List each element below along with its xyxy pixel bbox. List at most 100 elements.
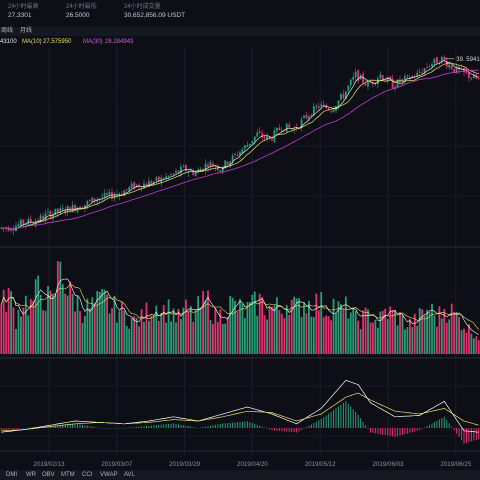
macd-histogram-bar (424, 427, 426, 429)
volume-bar (12, 307, 15, 354)
interval-month-tab[interactable]: 月线 (20, 28, 33, 34)
macd-histogram-bar (451, 426, 453, 428)
candle-body (413, 77, 416, 79)
macd-histogram-bar (241, 421, 243, 428)
candle-body (340, 94, 342, 100)
macd-histogram-bar (143, 426, 145, 428)
volume-bar (224, 323, 227, 354)
interval-bar: 周线 月线 (0, 27, 480, 36)
macd-histogram-bar (99, 428, 101, 429)
volume-bar (285, 305, 288, 354)
candle-body (150, 181, 153, 185)
volume-bar (123, 310, 126, 354)
volume-bar (189, 306, 192, 354)
candle-body (199, 169, 202, 172)
indicator-tab-mtm[interactable]: MTM (61, 472, 75, 478)
volume-bar (170, 321, 172, 354)
candle-body (189, 170, 192, 172)
macd-histogram-bar (431, 423, 433, 428)
interval-week-tab[interactable]: 周线 (1, 28, 14, 34)
candle-body (204, 163, 207, 171)
stat-volume-24h: 24小时成交量 30,652,856.09 USDT (124, 3, 185, 20)
macd-histogram-bar (448, 423, 450, 428)
candle-body (145, 183, 148, 186)
volume-bar (472, 338, 475, 354)
volume-bar (261, 297, 264, 354)
volume-bar (357, 320, 360, 354)
volume-bar (84, 315, 86, 354)
indicator-tab-wr[interactable]: WR (26, 472, 36, 478)
candle-body (170, 174, 172, 176)
volume-bar (327, 316, 330, 354)
macd-histogram-bar (276, 428, 278, 431)
macd-histogram-bar (360, 418, 362, 428)
ma5-line (1, 60, 479, 230)
volume-bar (56, 261, 59, 354)
indicator-tab-obv[interactable]: OBV (42, 472, 55, 478)
macd-histogram-bar (387, 428, 389, 436)
volume-bar (374, 319, 377, 354)
volume-bar (280, 313, 283, 354)
macd-histogram-bar (185, 425, 187, 428)
macd-histogram-bar (170, 423, 172, 428)
macd-histogram-bar (377, 428, 379, 434)
volume-bar (315, 293, 318, 354)
macd-histogram-bar (318, 420, 320, 428)
stat-high-24h: 24小时最高 27.3301 (8, 3, 39, 20)
macd-histogram-bar (365, 425, 367, 428)
candle-body (224, 160, 227, 169)
volume-bar (320, 292, 323, 354)
macd-histogram-bar (116, 428, 118, 429)
volume-bar (244, 318, 246, 354)
volume-bar (133, 316, 136, 354)
macd-histogram-bar (106, 428, 108, 429)
indicator-tab-dmi[interactable]: DMI (6, 472, 17, 478)
volume-bar (268, 306, 271, 354)
macd-histogram-bar (315, 421, 317, 428)
volume-bar (59, 261, 62, 354)
candle-body (32, 223, 35, 225)
candle-body (300, 119, 303, 129)
macd-histogram-bar (57, 425, 59, 428)
volume-bar (52, 295, 54, 354)
candle-body (175, 170, 177, 173)
candle-body (93, 198, 96, 202)
volume-bar (300, 317, 303, 354)
candle-body (280, 130, 283, 132)
macd-histogram-bar (59, 424, 61, 428)
market-stats: 24小时最高 27.3301 24小时最低 26.5000 24小时成交量 30… (0, 0, 480, 26)
indicator-tab-vwap[interactable]: VWAP (100, 472, 118, 478)
volume-bar (455, 312, 458, 354)
x-tick-label: 2019/03/29 (169, 461, 201, 468)
volume-bar (204, 300, 207, 354)
candle-body (384, 80, 387, 82)
candle-body (465, 71, 468, 73)
volume-bar (440, 318, 443, 354)
macd-histogram-bar (234, 422, 236, 428)
macd-histogram-bar (118, 428, 120, 429)
macd-histogram-bar (453, 428, 455, 431)
macd-histogram-bar (104, 428, 106, 429)
macd-histogram-bar (362, 421, 364, 428)
macd-histogram-bar (91, 426, 93, 428)
candle-body (332, 109, 335, 112)
candle-body (44, 213, 47, 220)
macd-histogram-bar (89, 426, 91, 428)
macd-histogram-bar (337, 406, 339, 428)
candle-body (143, 183, 145, 189)
volume-bar (367, 309, 369, 354)
candle-body (266, 136, 268, 140)
indicator-tab-avl[interactable]: AVL (124, 472, 135, 478)
volume-bar (162, 305, 165, 354)
candle-body (194, 172, 197, 176)
volume-bar (187, 311, 190, 354)
macd-histogram-bar (182, 425, 184, 428)
macd-histogram-bar (475, 428, 477, 440)
candle-body (88, 200, 91, 202)
volume-bar (219, 309, 222, 354)
volume-bar (42, 310, 44, 354)
macd-histogram-bar (84, 425, 86, 428)
kline-chart[interactable]: 39. 5941000 2019/02/13 2019/03/07 2019/03/… (0, 46, 480, 470)
macd-histogram-bar (30, 427, 32, 429)
indicator-tab-cci[interactable]: CCI (82, 472, 93, 478)
